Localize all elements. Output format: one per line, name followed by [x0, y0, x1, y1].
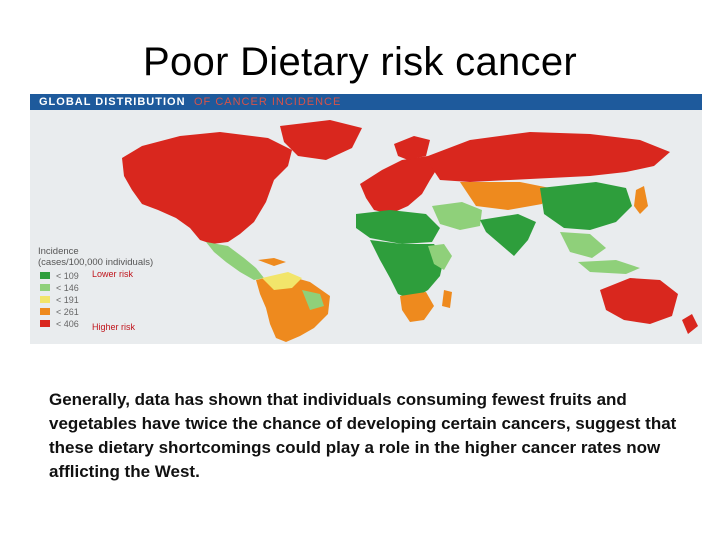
region-japan: [634, 186, 648, 214]
world-map: [122, 120, 698, 342]
lower-risk-label: Lower risk: [92, 269, 134, 279]
region-africa-north: [356, 210, 440, 244]
legend-swatch: [40, 308, 50, 315]
region-central-america: [206, 242, 264, 280]
legend-swatch: [40, 284, 50, 291]
region-indonesia: [578, 260, 640, 274]
region-africa-central: [370, 240, 444, 300]
map-legend: Incidence (cases/100,000 individuals) < …: [38, 246, 158, 329]
region-brazil-east: [302, 290, 324, 310]
legend-label: < 191: [56, 295, 79, 305]
region-south-asia: [480, 214, 536, 256]
region-south-america: [256, 274, 330, 342]
legend-label: < 406: [56, 319, 79, 329]
region-middle-east: [432, 202, 482, 230]
legend-title: Incidence: [38, 246, 79, 257]
slide-title: Poor Dietary risk cancer: [143, 40, 577, 84]
region-central-asia: [460, 182, 550, 210]
map-header-title: GLOBAL DISTRIBUTION: [39, 96, 186, 108]
region-south-america-north: [262, 272, 302, 290]
map-header-subtitle: OF CANCER INCIDENCE: [194, 96, 342, 108]
legend-swatch: [40, 320, 50, 327]
region-africa-south: [400, 292, 434, 322]
region-north-america: [122, 132, 292, 244]
region-madagascar: [442, 290, 452, 308]
map-header-bar: GLOBAL DISTRIBUTION OF CANCER INCIDENCE: [30, 94, 702, 110]
cancer-incidence-map: GLOBAL DISTRIBUTION OF CANCER INCIDENCE: [30, 94, 702, 344]
region-europe: [360, 156, 440, 214]
legend-label: < 261: [56, 307, 79, 317]
legend-subtitle: (cases/100,000 individuals): [38, 257, 154, 268]
legend-label: < 146: [56, 283, 79, 293]
legend-label: < 109: [56, 271, 79, 281]
legend-swatch: [40, 272, 50, 279]
region-caribbean: [258, 258, 286, 266]
region-greenland: [280, 120, 362, 160]
region-east-asia: [540, 182, 632, 230]
region-new-zealand: [682, 314, 698, 334]
higher-risk-label: Higher risk: [92, 322, 136, 332]
body-paragraph: Generally, data has shown that individua…: [49, 390, 677, 481]
region-southeast-asia: [560, 232, 606, 258]
legend-swatch: [40, 296, 50, 303]
region-russia: [428, 132, 670, 182]
region-scandinavia: [394, 136, 430, 160]
region-africa-east: [428, 244, 452, 270]
region-australia: [600, 278, 678, 324]
